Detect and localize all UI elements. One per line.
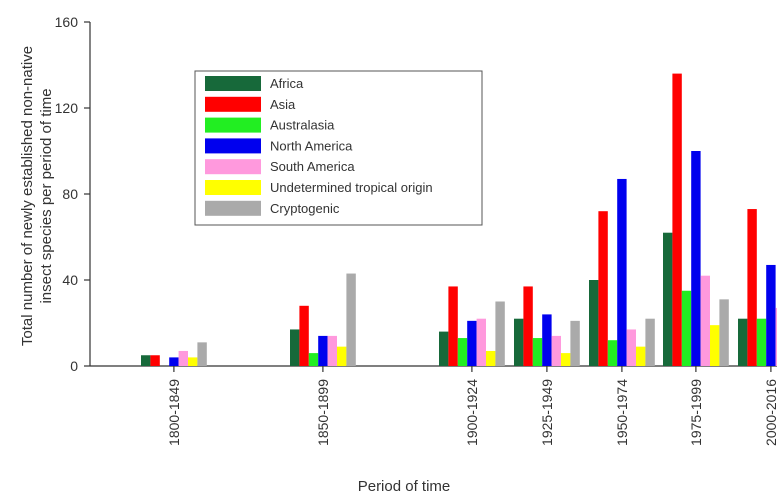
bar-undetermined-tropical-origin (710, 325, 720, 366)
bar-asia (598, 211, 608, 366)
bar-africa (439, 331, 449, 366)
bar-undetermined-tropical-origin (561, 353, 571, 366)
legend-label: North America (270, 138, 353, 153)
x-ticks: 1800-1849 1850-1899 1900-1924 1925-1949 1950… (166, 366, 777, 446)
legend-label: Asia (270, 97, 296, 112)
bar-south-america (626, 329, 636, 366)
bar-australasia (756, 318, 767, 366)
bar-south-america (551, 335, 561, 366)
x-tick-label: 1900-1924 (464, 379, 480, 446)
bar-north-america (542, 314, 552, 366)
legend-swatch (205, 76, 261, 91)
bar-africa (663, 232, 673, 366)
bar-south-america (700, 275, 710, 366)
x-tick-label: 1800-1849 (166, 379, 182, 446)
legend-swatch (205, 96, 261, 112)
x-tick-label: 1850-1899 (315, 379, 331, 446)
x-tick-label: 1950-1974 (614, 379, 630, 446)
legend-swatch (205, 200, 261, 216)
bar-south-america (476, 318, 486, 366)
bar-asia (672, 73, 682, 366)
bar-africa (738, 318, 748, 366)
bar-cryptogenic (495, 301, 505, 366)
bar-asia (448, 286, 458, 366)
bar-asia (299, 305, 309, 366)
legend-swatch (205, 138, 261, 154)
x-tick-label: 1925-1949 (539, 379, 555, 446)
legend-label: Africa (270, 76, 304, 91)
bar-asia (150, 355, 160, 366)
bar-australasia (308, 353, 319, 366)
bar-australasia (681, 290, 692, 366)
y-tick-label: 40 (62, 272, 78, 288)
bar-asia (523, 286, 533, 366)
bar-australasia (457, 338, 468, 366)
x-tick-label: 2000-2016 (763, 379, 777, 446)
bar-cryptogenic (719, 299, 729, 366)
legend-label: South America (270, 159, 355, 174)
bar-north-america (318, 335, 328, 366)
bar-africa (141, 355, 151, 366)
y-tick-label: 160 (55, 14, 79, 30)
y-tick-label: 120 (55, 100, 79, 116)
bar-north-america (766, 264, 776, 366)
bar-north-america (617, 178, 627, 366)
legend-label: Australasia (270, 118, 335, 133)
bar-australasia (607, 340, 618, 366)
bar-south-america (178, 350, 188, 366)
y-tick-label: 80 (62, 186, 78, 202)
bar-asia (747, 209, 757, 366)
bar-north-america (691, 151, 701, 366)
legend-swatch (205, 180, 261, 195)
y-axis-title-line2: insect species per period of time (38, 88, 55, 303)
bar-north-america (467, 320, 477, 366)
bar-south-america (775, 307, 777, 366)
bar-cryptogenic (570, 320, 580, 366)
legend-label: Undetermined tropical origin (270, 180, 433, 195)
x-axis-title: Period of time (358, 478, 451, 495)
bar-undetermined-tropical-origin (486, 350, 496, 366)
bar-cryptogenic (645, 318, 655, 366)
legend-label: Cryptogenic (270, 201, 340, 216)
bar-undetermined-tropical-origin (636, 346, 646, 366)
bars (141, 73, 777, 366)
bar-north-america (169, 357, 179, 366)
legend: Africa Asia Australasia North America South … (194, 70, 483, 226)
bar-cryptogenic (346, 273, 356, 366)
bar-undetermined-tropical-origin (188, 357, 198, 366)
bar-undetermined-tropical-origin (337, 346, 347, 366)
legend-swatch (205, 159, 261, 175)
bar-australasia (532, 338, 543, 366)
legend-swatch (205, 117, 261, 133)
bar-africa (290, 329, 300, 366)
x-tick-label: 1975-1999 (688, 379, 704, 446)
y-tick-label: 0 (70, 358, 78, 374)
bar-africa (514, 318, 524, 366)
bar-cryptogenic (197, 342, 207, 366)
y-axis-title-line1: Total number of newly established non-na… (19, 46, 36, 346)
bar-south-america (327, 335, 337, 366)
bar-africa (589, 280, 599, 366)
y-ticks: 0 40 80 120 160 (55, 14, 90, 374)
